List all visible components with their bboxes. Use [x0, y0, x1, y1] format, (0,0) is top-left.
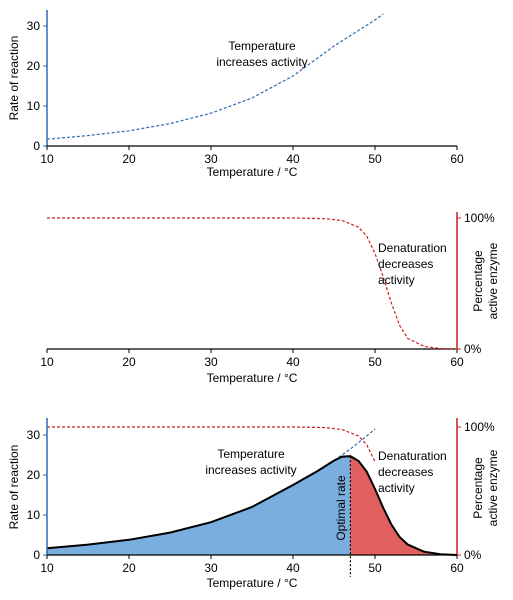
x-tick-label: 50 [368, 152, 382, 166]
p2-denaturation-dashed-curve [47, 217, 458, 350]
p3-falling-area [350, 456, 457, 555]
p2-annotation-line2: decreases [378, 257, 433, 271]
p2-x-axis-label: Temperature / °C [207, 371, 298, 385]
p2-x-ticks: 10 20 30 40 50 60 [40, 349, 464, 369]
x-tick-label: 40 [286, 152, 300, 166]
p1-annotation-line2: increases activity [216, 55, 307, 69]
panel-active-enzyme-vs-temperature: 10 20 30 40 50 60 0% 100% Denaturation decreas… [40, 211, 500, 385]
p1-y-axis-label: Rate of reaction [7, 36, 21, 121]
p3-annotation-den-line2: decreases [378, 465, 433, 479]
p3-x-axis-label: Temperature / °C [207, 576, 298, 590]
p3-annotation-temp-line1: Temperature [217, 447, 285, 461]
p3-right-y-ticks: 0% 100% [457, 420, 495, 562]
p3-annotation-temp-line2: increases activity [205, 463, 296, 477]
x-tick-label: 10 [40, 355, 54, 369]
y-tick-label: 20 [27, 59, 41, 73]
x-tick-label: 20 [122, 152, 136, 166]
p3-y-ticks: 0 10 20 30 [27, 428, 47, 562]
p1-x-axis-label: Temperature / °C [207, 165, 298, 179]
right-y-tick-label: 100% [464, 420, 495, 434]
x-tick-label: 30 [204, 152, 218, 166]
x-tick-label: 50 [368, 561, 382, 575]
y-tick-label: 30 [27, 19, 41, 33]
y-tick-label: 10 [27, 99, 41, 113]
x-tick-label: 40 [286, 355, 300, 369]
p3-optimal-rate-label: Optimal rate [334, 475, 348, 541]
y-tick-label: 0 [33, 548, 40, 562]
p3-x-ticks: 10 20 30 40 50 60 [40, 555, 464, 575]
p1-y-ticks: 0 10 20 30 [27, 19, 47, 153]
p1-annotation-line1: Temperature [228, 39, 296, 53]
p3-denaturation-dashed-curve [47, 426, 376, 462]
x-tick-label: 10 [40, 561, 54, 575]
p2-right-y-ticks: 0% 100% [457, 211, 495, 356]
right-y-tick-label: 100% [464, 211, 495, 225]
p2-right-y-axis-label-line1: Percentage [471, 250, 485, 312]
p3-y-axis-label: Rate of reaction [7, 445, 21, 530]
p3-right-y-axis-label-line2: active enzyme [486, 449, 500, 526]
p1-x-ticks: 10 20 30 40 50 60 [40, 146, 464, 166]
right-y-tick-label: 0% [464, 548, 482, 562]
p3-right-y-axis-label-line1: Percentage [471, 457, 485, 519]
y-tick-label: 20 [27, 468, 41, 482]
y-tick-label: 10 [27, 508, 41, 522]
y-tick-label: 0 [33, 139, 40, 153]
x-tick-label: 60 [450, 355, 464, 369]
p3-annotation-den-line1: Denaturation [378, 449, 447, 463]
x-tick-label: 50 [368, 355, 382, 369]
p2-right-y-axis-label: Percentage active enzyme [471, 242, 500, 319]
x-tick-label: 20 [122, 355, 136, 369]
p2-right-y-axis-label-line2: active enzyme [486, 242, 500, 319]
p3-rising-area [47, 456, 351, 555]
p2-annotation-line3: activity [378, 273, 415, 287]
x-tick-label: 30 [204, 561, 218, 575]
p3-annotation-den-line3: activity [378, 481, 415, 495]
x-tick-label: 60 [450, 152, 464, 166]
p3-right-y-axis-label: Percentage active enzyme [471, 449, 500, 526]
x-tick-label: 30 [204, 355, 218, 369]
right-y-tick-label: 0% [464, 342, 482, 356]
x-tick-label: 20 [122, 561, 136, 575]
y-tick-label: 30 [27, 428, 41, 442]
x-tick-label: 60 [450, 561, 464, 575]
x-tick-label: 40 [286, 561, 300, 575]
p1-temperature-dashed-curve [46, 13, 384, 140]
x-tick-label: 10 [40, 152, 54, 166]
p2-annotation-line1: Denaturation [378, 241, 447, 255]
